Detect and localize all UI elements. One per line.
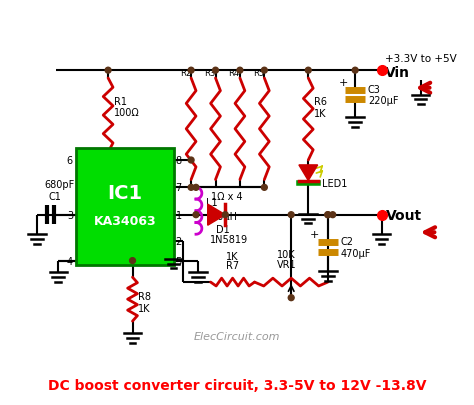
Text: 4: 4 (67, 256, 73, 266)
Circle shape (288, 295, 294, 301)
Circle shape (305, 68, 311, 74)
Text: Vin: Vin (385, 66, 410, 80)
Text: R2: R2 (180, 69, 191, 78)
Text: 5: 5 (175, 256, 182, 266)
Text: 3: 3 (67, 210, 73, 220)
Text: R6: R6 (314, 97, 327, 107)
Circle shape (212, 68, 219, 74)
Circle shape (188, 158, 194, 164)
Circle shape (188, 68, 194, 74)
Polygon shape (208, 205, 225, 226)
Text: 100μH: 100μH (206, 211, 238, 221)
Text: +: + (310, 230, 319, 240)
Text: IC1: IC1 (107, 184, 142, 203)
Text: VR1: VR1 (276, 260, 296, 270)
Text: R7: R7 (226, 261, 239, 271)
Text: C3: C3 (368, 85, 381, 94)
Text: LED1: LED1 (322, 179, 347, 189)
Circle shape (288, 212, 294, 218)
Text: 2: 2 (175, 237, 182, 247)
Bar (76, 149, 173, 266)
Circle shape (105, 68, 111, 74)
Text: R5: R5 (253, 69, 264, 78)
Circle shape (129, 258, 136, 264)
Text: Vout: Vout (386, 208, 422, 222)
Text: 1K: 1K (226, 251, 238, 261)
Text: 1K: 1K (314, 109, 327, 119)
Text: 680pF: 680pF (45, 180, 75, 190)
Text: +: + (339, 78, 348, 87)
Text: R3: R3 (204, 69, 215, 78)
Text: C2: C2 (340, 237, 354, 246)
Text: 1K: 1K (138, 304, 151, 313)
Polygon shape (299, 166, 318, 181)
Circle shape (330, 212, 336, 218)
Text: 8: 8 (175, 156, 182, 166)
Text: ElecCircuit.com: ElecCircuit.com (194, 331, 280, 341)
Text: 100Ω: 100Ω (114, 108, 140, 118)
Text: 10K: 10K (277, 249, 296, 259)
Circle shape (193, 185, 199, 191)
Text: 1Ω x 4: 1Ω x 4 (210, 192, 242, 202)
Text: 220μF: 220μF (368, 96, 398, 106)
Circle shape (262, 68, 267, 74)
Circle shape (325, 212, 331, 218)
Text: 7: 7 (175, 183, 182, 193)
Text: D1: D1 (216, 225, 229, 234)
Circle shape (188, 185, 194, 191)
Text: DC boost converter circuit, 3.3-5V to 12V -13.8V: DC boost converter circuit, 3.3-5V to 12… (48, 378, 426, 392)
Text: L1: L1 (206, 198, 218, 207)
Text: 6: 6 (67, 156, 73, 166)
Text: 470μF: 470μF (340, 248, 371, 258)
Text: KA34063: KA34063 (93, 215, 156, 228)
Text: +3.3V to +5V: +3.3V to +5V (385, 54, 457, 64)
Text: R1: R1 (114, 97, 127, 107)
Circle shape (222, 212, 228, 218)
Circle shape (352, 68, 358, 74)
Text: R8: R8 (138, 291, 151, 301)
Text: 1N5819: 1N5819 (210, 234, 248, 245)
Text: C1: C1 (48, 192, 62, 202)
Circle shape (325, 212, 331, 218)
Circle shape (262, 185, 267, 191)
Circle shape (193, 212, 199, 218)
Text: R4: R4 (228, 69, 240, 78)
Text: 1: 1 (175, 210, 182, 220)
Circle shape (237, 68, 243, 74)
